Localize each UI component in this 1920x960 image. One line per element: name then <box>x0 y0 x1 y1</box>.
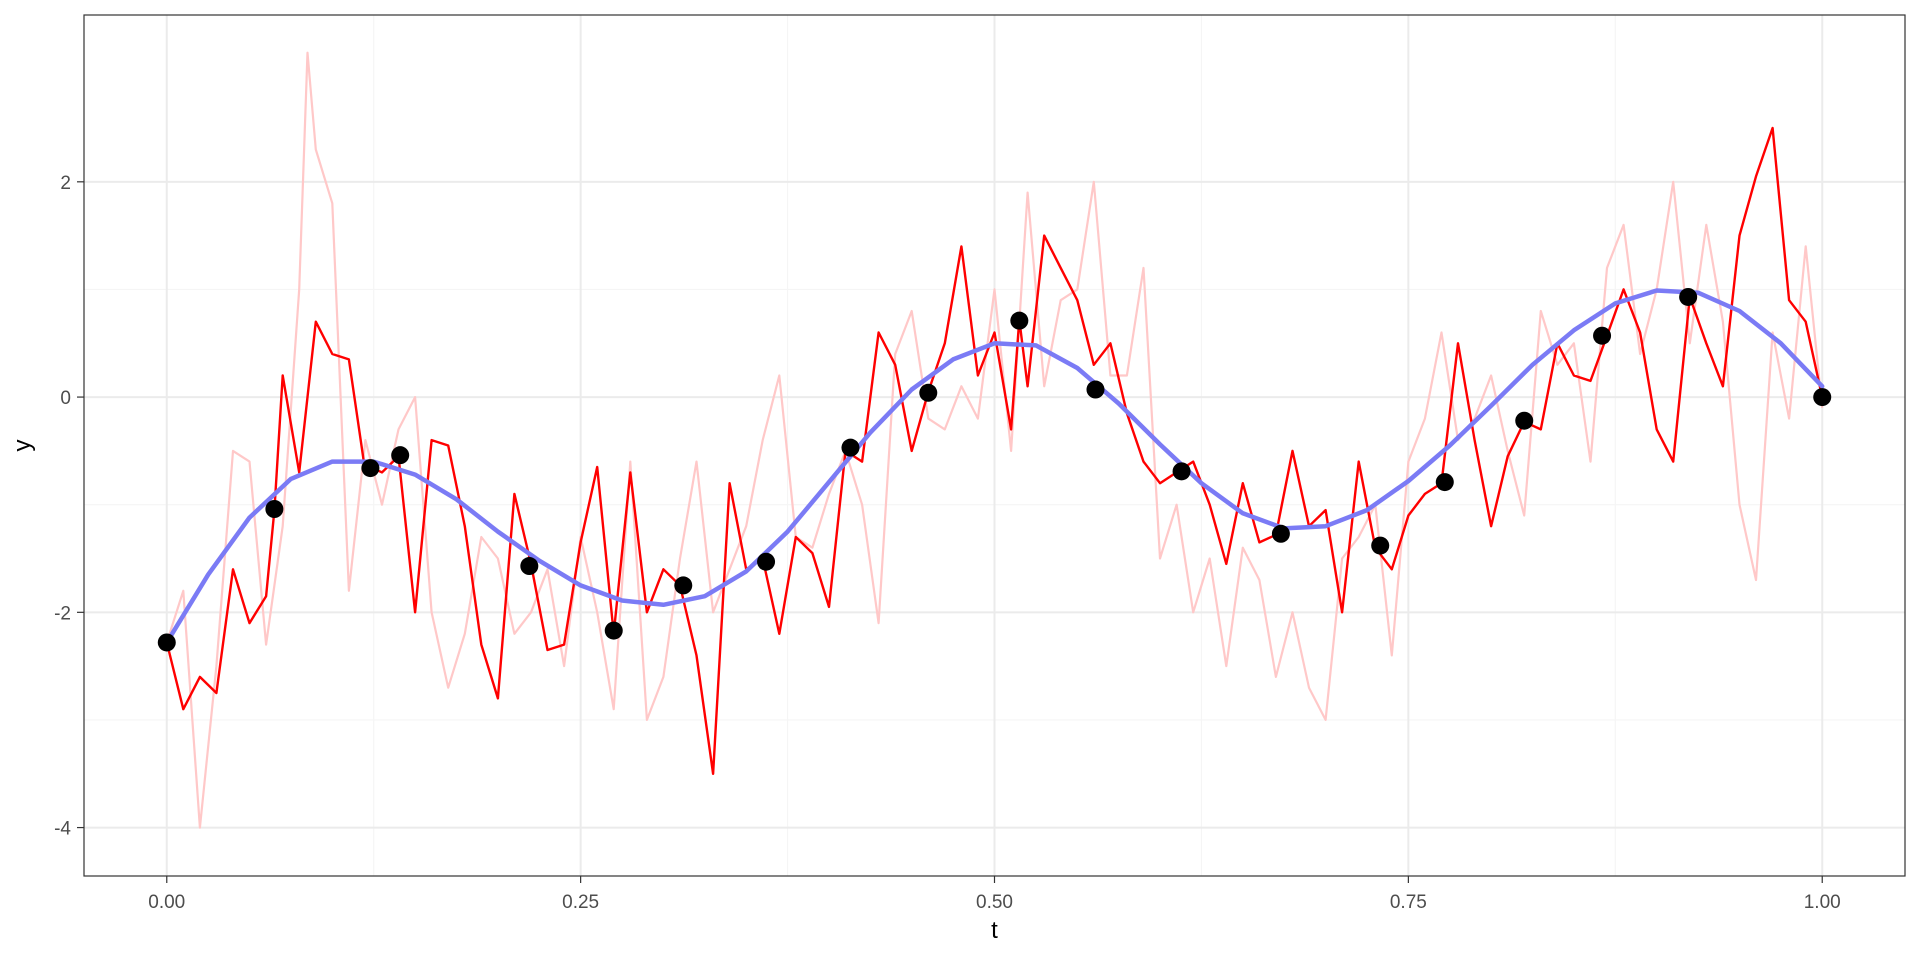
x-axis-title: t <box>991 917 998 944</box>
sample-path-layer <box>165 126 1824 775</box>
observation-point <box>1086 380 1105 399</box>
x-tick-label: 0.25 <box>562 892 599 913</box>
observation-point <box>1435 473 1454 492</box>
observation-point <box>1371 536 1390 555</box>
observation-point <box>757 552 776 571</box>
observation-point <box>674 576 693 595</box>
observation-point <box>391 446 410 465</box>
observation-point <box>1172 462 1191 481</box>
x-tick-label: 0.50 <box>976 892 1013 913</box>
observation-point <box>265 499 284 518</box>
mean-curve-layer <box>164 288 1825 645</box>
observation-points <box>157 287 1832 652</box>
y-tick-label: -2 <box>54 603 71 624</box>
observation-point <box>841 438 860 457</box>
observation-point <box>604 621 623 640</box>
axes: 0.00 0.25 0.50 0.75 1.00 -4 -2 0 2 <box>54 173 1841 913</box>
y-tick-label: -4 <box>54 819 71 840</box>
x-tick-label: 0.00 <box>148 892 185 913</box>
observation-point <box>1679 287 1698 306</box>
y-tick-label: 0 <box>60 388 71 409</box>
observation-point <box>1813 388 1832 407</box>
x-tick-label: 0.75 <box>1390 892 1427 913</box>
observation-point <box>157 633 176 652</box>
observation-point <box>1010 311 1029 330</box>
observation-point <box>1515 411 1534 430</box>
mean-curve-line <box>164 288 1825 645</box>
x-tick-label: 1.00 <box>1804 892 1841 913</box>
y-tick-label: 2 <box>60 173 71 194</box>
observation-point <box>361 459 380 478</box>
grid <box>84 15 1905 876</box>
sample-path-line <box>165 126 1824 775</box>
observation-point <box>1271 524 1290 543</box>
observation-point <box>520 557 539 576</box>
observation-point <box>1593 326 1612 345</box>
y-axis-title: y <box>9 440 36 452</box>
observation-point <box>919 383 938 402</box>
